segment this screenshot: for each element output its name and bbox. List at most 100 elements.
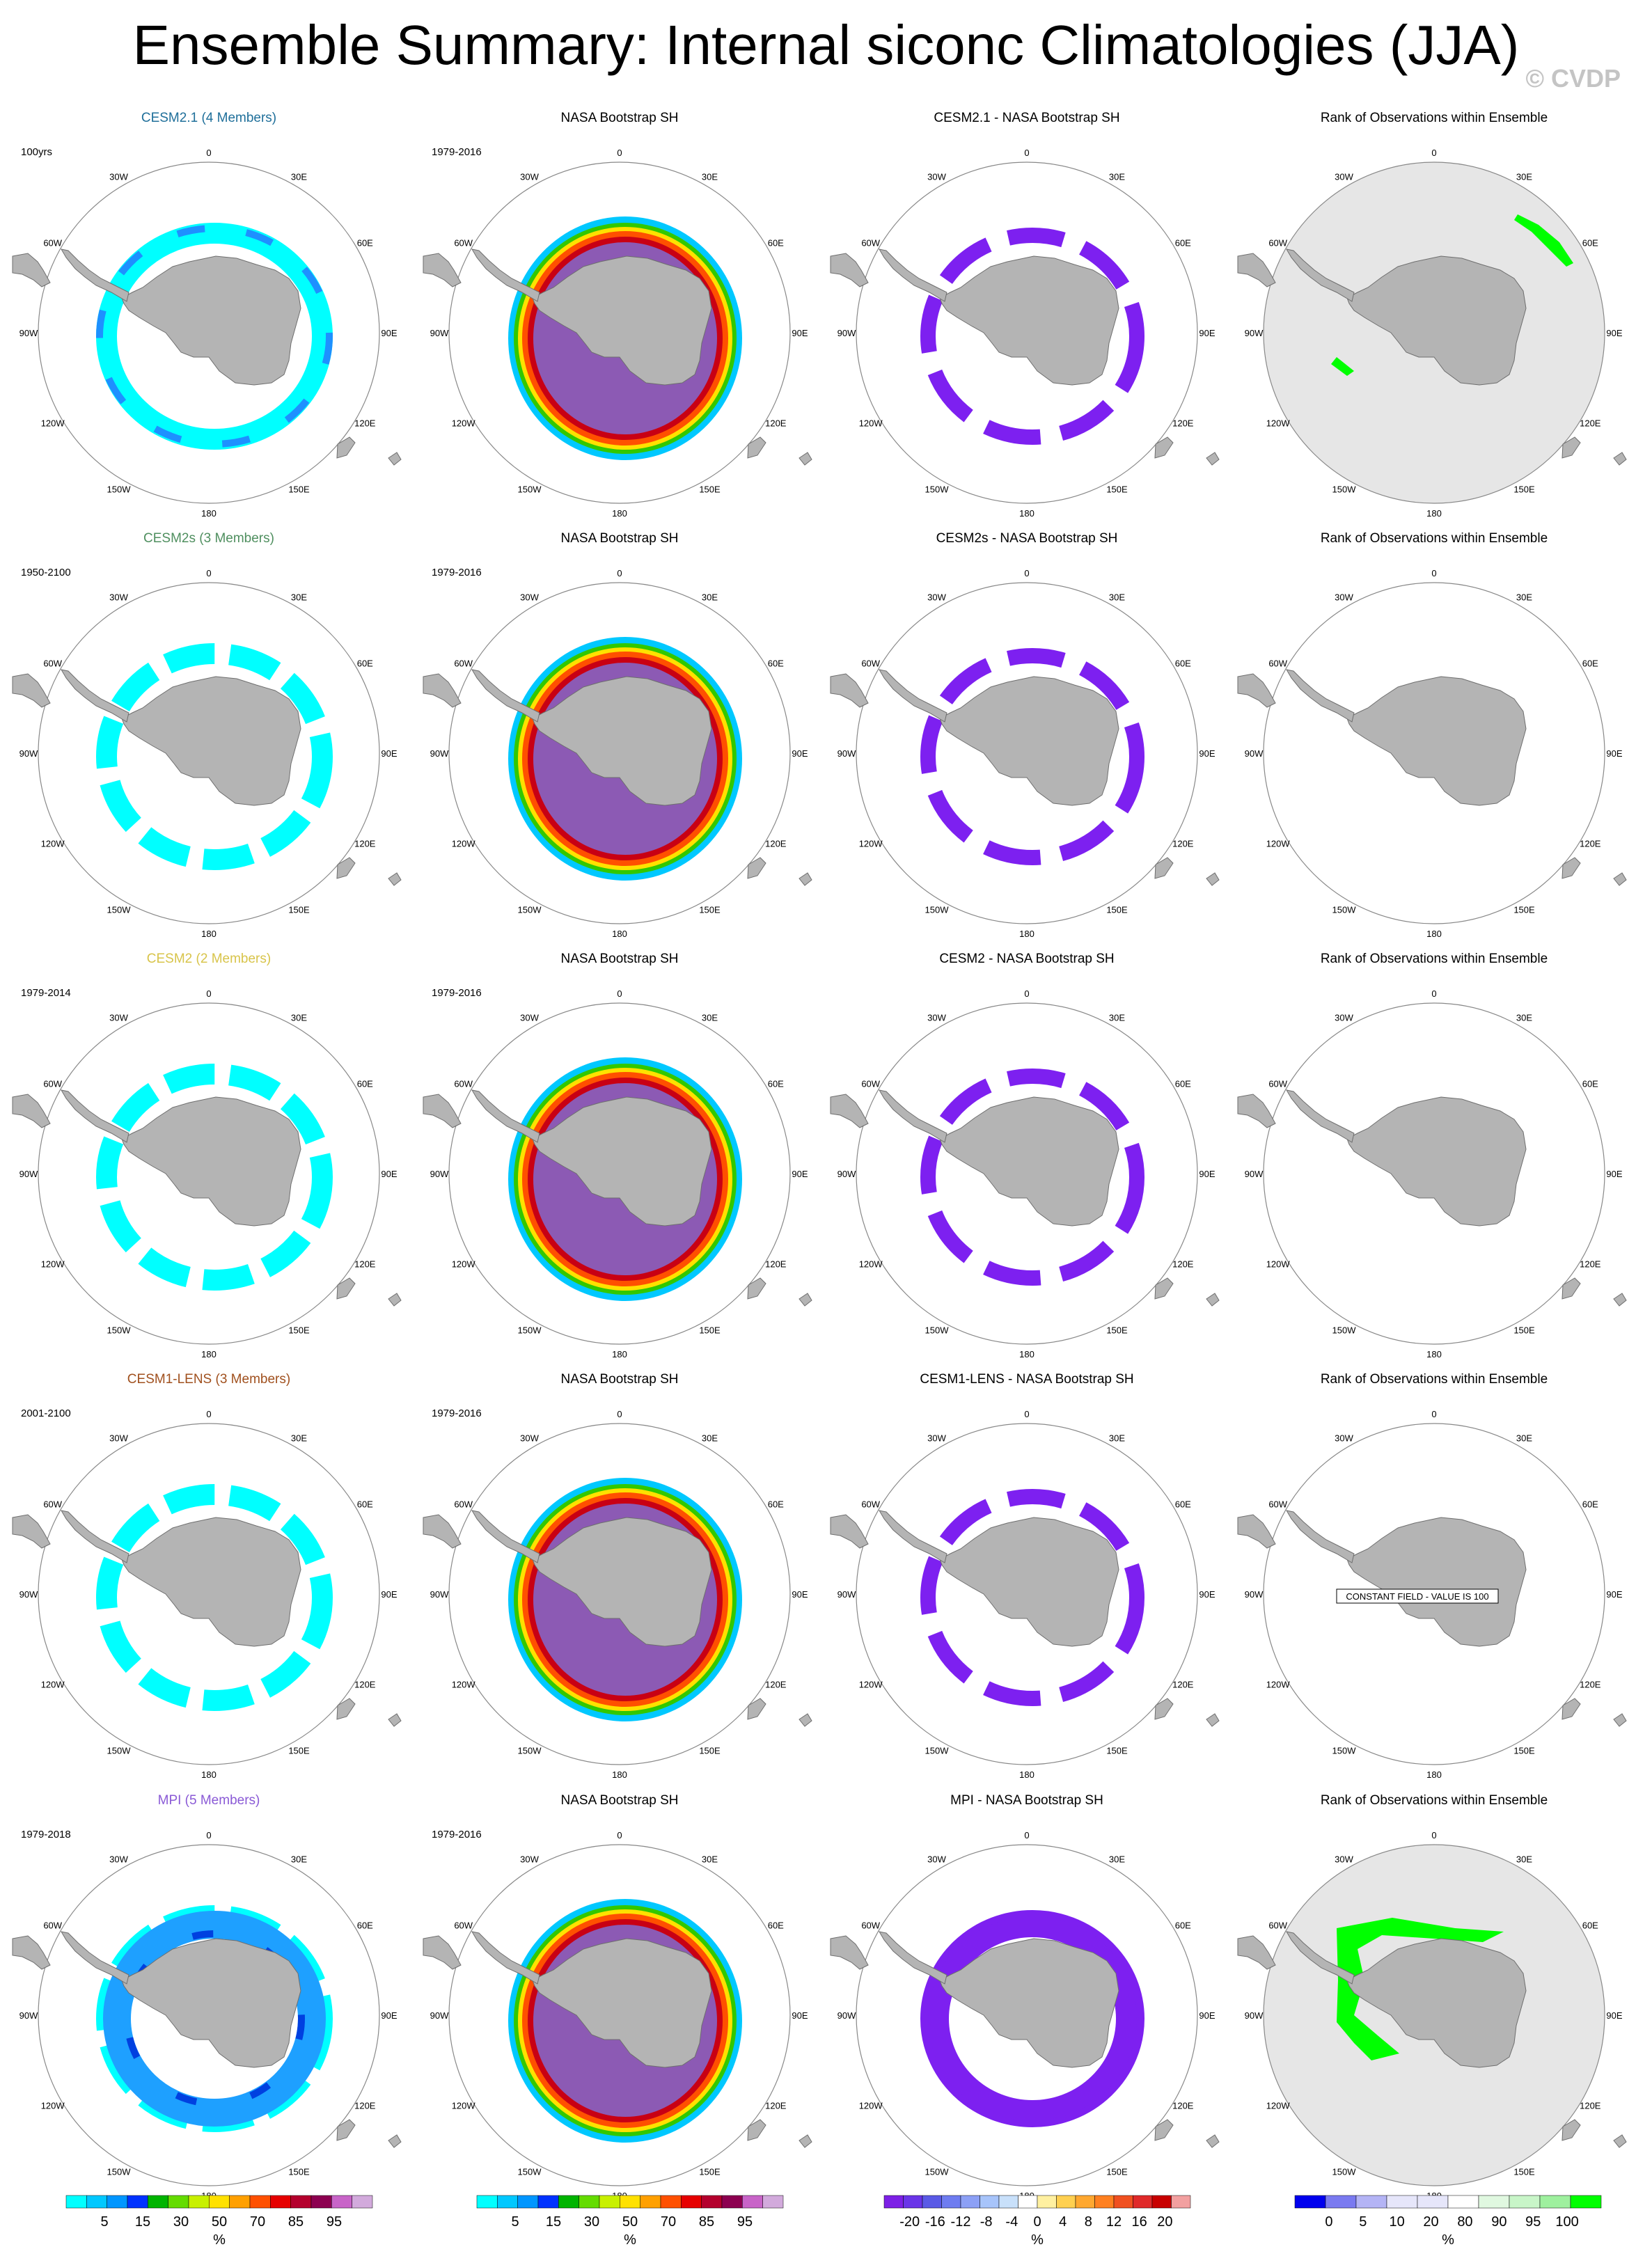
colorbar-swatch	[1478, 2195, 1510, 2209]
lon-label: 60E	[357, 1079, 373, 1089]
lon-label: 30E	[702, 172, 718, 182]
lon-label: 150W	[518, 1745, 542, 1756]
lon-label: 120E	[765, 2101, 787, 2111]
lon-label: 0	[206, 1830, 211, 1840]
map-panel-model: CESM1-LENS (3 Members) 2001-2100 0 30E 60E 90…	[7, 1371, 411, 1789]
lon-label: 60E	[357, 238, 373, 249]
lon-label: 120W	[859, 1680, 883, 1690]
lon-label: 180	[201, 929, 217, 939]
lon-label: 60E	[1582, 1499, 1598, 1510]
lon-label: 150E	[288, 904, 310, 915]
map-panel-rank: Rank of Observations within Ensemble 0 30E…	[1232, 110, 1636, 528]
sea-ice-field	[920, 1489, 1144, 1706]
lon-label: 30E	[1516, 172, 1532, 182]
rank-title: Rank of Observations within Ensemble	[1320, 952, 1548, 966]
lon-label: 90E	[1199, 2010, 1215, 2021]
lon-label: 120E	[354, 2101, 376, 2111]
lon-label: 0	[1431, 148, 1436, 158]
difference-title: CESM2.1 - NASA Bootstrap SH	[934, 111, 1120, 125]
polar-map: 0 30E 60E 90E 120E 150E 180 150W 120W 90W 60W 30W	[418, 551, 821, 959]
lon-label: 60W	[43, 1499, 62, 1510]
lon-label: 60W	[861, 659, 880, 669]
lon-label: 150E	[1106, 1745, 1128, 1756]
lon-label: 120W	[859, 418, 883, 429]
lon-label: 30W	[927, 172, 946, 182]
lon-label: 0	[206, 568, 211, 578]
lon-label: 90E	[1199, 748, 1215, 759]
lon-label: 90W	[19, 2010, 38, 2021]
lon-label: 150W	[107, 484, 132, 494]
lon-label: 150W	[1332, 904, 1357, 915]
lon-label: 0	[617, 148, 622, 158]
lon-label: 0	[1431, 988, 1436, 999]
period-label: 1979-2016	[432, 1829, 482, 1840]
lon-label: 150E	[288, 1325, 310, 1335]
lon-label: 60W	[1268, 1921, 1287, 1931]
lon-label: 90W	[430, 328, 449, 338]
colorbar-tick-label: 20	[1157, 2214, 1172, 2230]
svg-text:CONSTANT FIELD - VALUE IS 100: CONSTANT FIELD - VALUE IS 100	[1346, 1591, 1488, 1602]
lon-label: 90W	[837, 748, 856, 759]
map-panel-model: CESM2 (2 Members) 1979-2014 0 30E 60E 90E 120E…	[7, 951, 411, 1369]
lon-label: 120E	[1172, 1259, 1194, 1270]
lon-label: 30E	[291, 1013, 307, 1023]
lon-label: 0	[1431, 568, 1436, 578]
rank-title: Rank of Observations within Ensemble	[1320, 531, 1548, 546]
map-panel-rank: Rank of Observations within Ensemble 0 30E…	[1232, 1792, 1636, 2210]
landmass	[423, 249, 812, 466]
lon-label: 120E	[765, 418, 787, 429]
colorbar-tick-label: 50	[622, 2214, 638, 2230]
landmass	[830, 1931, 1220, 2148]
lon-label: 30W	[109, 172, 128, 182]
lon-label: 30E	[702, 592, 718, 603]
model-title: MPI (5 Members)	[157, 1793, 260, 1808]
colorbar-swatch	[640, 2195, 661, 2209]
map-panel-rank: Rank of Observations within Ensemble 0 30E…	[1232, 951, 1636, 1369]
lon-label: 180	[1019, 929, 1035, 939]
period-label: 1979-2016	[432, 1408, 482, 1419]
colorbar-swatch	[497, 2195, 518, 2209]
colorbar-tick-label: 30	[584, 2214, 599, 2230]
lon-label: 120W	[41, 1680, 65, 1690]
map-panel-obs: NASA Bootstrap SH 1979-2016 0 30E 60E 90E 120E…	[418, 1371, 821, 1789]
lon-label: 60E	[1175, 238, 1191, 249]
map-panel-model: CESM2.1 (4 Members) 100yrs 0 30E 60E 90E 120E 1…	[7, 110, 411, 528]
lon-label: 60E	[1175, 1921, 1191, 1931]
lon-label: 30W	[1335, 1854, 1353, 1865]
period-label: 1950-2100	[21, 567, 71, 578]
lon-label: 30W	[109, 1854, 128, 1865]
lon-label: 90W	[19, 748, 38, 759]
colorbar-swatch	[941, 2195, 961, 2209]
colorbar-swatch	[620, 2195, 640, 2209]
lon-label: 150E	[699, 904, 721, 915]
lon-label: 60W	[861, 1921, 880, 1931]
colorbar-swatch	[537, 2195, 559, 2209]
colorbar-swatch	[107, 2195, 128, 2209]
lon-label: 30E	[291, 172, 307, 182]
lon-label: 0	[1024, 568, 1029, 578]
lon-label: 0	[617, 1830, 622, 1840]
colorbar-tick-label: 95	[1525, 2214, 1541, 2230]
colorbar-swatch	[1447, 2195, 1479, 2209]
rank-title: Rank of Observations within Ensemble	[1320, 1793, 1548, 1808]
colorbar-tick-label: 15	[135, 2214, 150, 2230]
lon-label: 150E	[1513, 2166, 1535, 2177]
colorbar-tick-label: 8	[1085, 2214, 1092, 2230]
lon-label: 150W	[107, 1325, 132, 1335]
lon-label: 0	[1024, 1830, 1029, 1840]
period-label: 1979-2016	[432, 567, 482, 578]
lon-label: 120W	[1266, 1259, 1291, 1270]
difference-title: CESM1-LENS - NASA Bootstrap SH	[920, 1372, 1134, 1387]
lon-label: 60E	[1582, 659, 1598, 669]
lon-label: 150W	[925, 1745, 950, 1756]
colorbar-swatch	[1325, 2195, 1357, 2209]
lon-label: 150E	[288, 484, 310, 494]
lon-label: 90E	[1606, 2010, 1622, 2021]
lon-label: 180	[201, 1769, 217, 1780]
colorbar-tick-label: 5	[511, 2214, 519, 2230]
colorbar-swatch	[998, 2195, 1018, 2209]
difference-title: MPI - NASA Bootstrap SH	[950, 1793, 1103, 1808]
lon-label: 120W	[1266, 839, 1291, 849]
colorbar-tick-label: 0	[1325, 2214, 1332, 2230]
map-panel-rank: Rank of Observations within Ensemble 0 30E…	[1232, 530, 1636, 948]
